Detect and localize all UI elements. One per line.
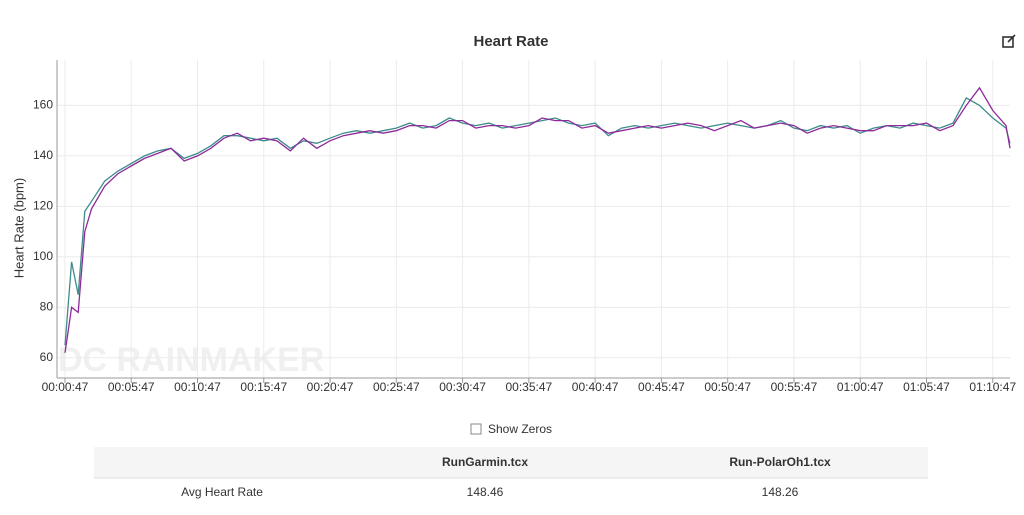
x-tick-label: 00:00:47 (42, 380, 89, 394)
y-tick-label: 60 (40, 350, 54, 364)
x-tick-label: 00:55:47 (771, 380, 818, 394)
table-cell: Avg Heart Rate (181, 485, 263, 499)
edit-icon-box[interactable] (1002, 36, 1014, 48)
edit-icon[interactable] (1002, 34, 1016, 48)
y-tick-label: 140 (33, 148, 53, 162)
x-tick-label: 00:20:47 (307, 380, 354, 394)
table-cell: 148.26 (762, 485, 799, 499)
watermark: DC RAINMAKER (58, 341, 324, 379)
checkbox[interactable] (470, 423, 482, 435)
y-tick-label: 160 (33, 98, 53, 112)
y-tick-label: 100 (33, 249, 53, 263)
x-tick-label: 00:40:47 (572, 380, 619, 394)
x-tick-label: 00:10:47 (174, 380, 221, 394)
x-tick-label: 00:30:47 (439, 380, 486, 394)
x-tick-label: 01:05:47 (903, 380, 950, 394)
y-tick-label: 80 (40, 300, 54, 314)
y-axis-label: Heart Rate (bpm) (11, 178, 26, 278)
table-header-cell: Run-PolarOh1.tcx (729, 455, 831, 469)
table-header-bg (94, 447, 928, 478)
x-tick-label: 00:35:47 (506, 380, 553, 394)
series-line (64, 86, 1011, 353)
x-tick-label: 00:25:47 (373, 380, 420, 394)
table-cell: 148.46 (467, 485, 504, 499)
chart-title: Heart Rate (473, 33, 548, 50)
x-tick-label: 00:50:47 (704, 380, 751, 394)
edit-icon-pen[interactable] (1007, 34, 1016, 43)
table-header-cell: RunGarmin.tcx (442, 455, 528, 469)
y-tick-label: 120 (33, 199, 53, 213)
x-tick-label: 00:15:47 (240, 380, 287, 394)
series-line (64, 97, 1011, 346)
x-tick-label: 01:00:47 (837, 380, 884, 394)
x-tick-label: 00:05:47 (108, 380, 155, 394)
x-tick-label: 00:45:47 (638, 380, 685, 394)
x-tick-label: 01:10:47 (969, 380, 1016, 394)
checkbox-label[interactable]: Show Zeros (488, 422, 552, 436)
